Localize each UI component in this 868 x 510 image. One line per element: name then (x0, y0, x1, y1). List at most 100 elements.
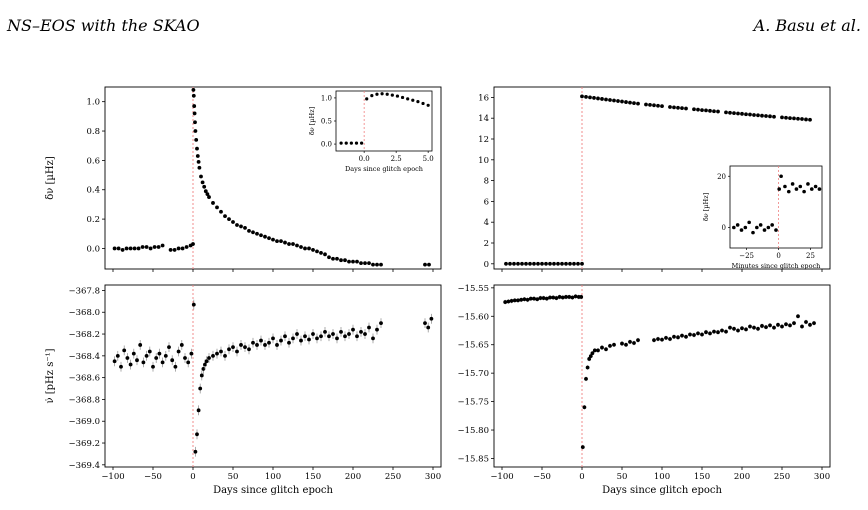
data-point (760, 113, 764, 118)
data-point (327, 255, 331, 260)
data-point (267, 236, 271, 241)
inset-data-point (779, 174, 783, 179)
data-point (291, 336, 295, 341)
data-point (516, 261, 520, 266)
data-point (205, 192, 210, 197)
inset-data-point (365, 97, 369, 101)
data-point (299, 245, 303, 249)
data-point (596, 96, 600, 101)
data-point (680, 106, 684, 111)
inset-data-point (349, 141, 353, 145)
inset-data-point (798, 184, 803, 189)
x-axis-label: Days since glitch epoch (602, 485, 722, 496)
data-point (704, 330, 708, 335)
y-tick-label: −15.70 (458, 369, 489, 379)
data-point (311, 332, 315, 336)
data-point (560, 261, 564, 266)
data-point (201, 367, 206, 371)
inset-frame (729, 165, 823, 249)
y-tick-label: 8 (484, 177, 489, 187)
data-point (148, 246, 153, 251)
y-tick-label: −368.6 (69, 374, 100, 384)
data-point (760, 324, 764, 328)
data-point (728, 110, 732, 115)
data-point (528, 261, 532, 266)
data-point (136, 246, 141, 251)
data-point (112, 246, 117, 251)
data-point (696, 107, 700, 112)
data-point (200, 180, 205, 185)
data-point (716, 109, 720, 114)
data-point (199, 174, 203, 179)
y-tick-label: −15.65 (458, 341, 489, 351)
inset-data-point (739, 228, 744, 232)
data-point (367, 325, 371, 330)
data-point (748, 112, 752, 117)
inset-data-point (790, 182, 795, 186)
data-point (668, 337, 672, 341)
data-point (347, 259, 351, 264)
inset-data-point (786, 189, 791, 194)
data-point (138, 343, 143, 347)
x-tick-label: 300 (814, 472, 830, 482)
data-point (283, 334, 287, 339)
data-point (115, 353, 120, 358)
data-point (259, 338, 263, 343)
data-point (193, 129, 198, 133)
inset-frame (335, 90, 433, 152)
data-point (271, 336, 275, 341)
data-point (552, 261, 556, 266)
data-point (528, 296, 533, 301)
data-point (624, 342, 628, 347)
data-point (339, 258, 343, 263)
data-point (509, 299, 514, 303)
inset-data-point (339, 141, 343, 145)
data-point (189, 351, 194, 356)
x-tick-label: −100 (490, 472, 513, 482)
data-point (700, 108, 704, 112)
inset-data-point (806, 182, 810, 186)
data-point (247, 228, 251, 233)
data-point (535, 297, 540, 302)
data-point (668, 105, 672, 109)
data-point (656, 337, 660, 341)
inset-x-tick-label: 25 (806, 252, 815, 260)
data-point (712, 329, 716, 334)
y-tick-label: −15.75 (458, 398, 489, 408)
data-point (587, 357, 592, 361)
data-point (656, 103, 660, 108)
data-point (796, 314, 800, 319)
data-point (580, 261, 584, 266)
data-point (343, 258, 347, 263)
y-tick-label: −368.8 (69, 395, 100, 405)
inset-data-point (385, 92, 389, 96)
data-point (812, 321, 816, 326)
inset-data-point (743, 225, 748, 230)
data-point (291, 242, 295, 246)
data-point (193, 120, 197, 125)
data-point (800, 117, 804, 121)
data-point (211, 353, 215, 358)
data-point (700, 332, 704, 337)
data-point (203, 362, 207, 367)
y-tick-label: 10 (478, 156, 489, 166)
data-point (688, 332, 692, 337)
data-point (628, 100, 632, 105)
data-point (203, 189, 208, 194)
y-tick-label: 0.2 (86, 215, 100, 225)
data-point (548, 261, 552, 266)
data-point (556, 261, 560, 266)
data-point (195, 432, 199, 437)
x-tick-label: 150 (305, 472, 321, 482)
inset-data-point (794, 187, 799, 191)
inset-data-point (802, 189, 806, 194)
inset-data-point (354, 141, 359, 145)
data-point (152, 245, 157, 249)
data-point (335, 336, 339, 341)
data-point (590, 351, 595, 356)
data-point (612, 98, 616, 103)
chart-panel-bottom-right: −15.55 −15.60 −15.65 −15.70 −15.75 −15.80 −15.… (458, 284, 831, 496)
x-tick-label: 100 (265, 472, 281, 482)
y-tick-label: 0 (484, 260, 489, 270)
inset-data-point (813, 184, 818, 189)
